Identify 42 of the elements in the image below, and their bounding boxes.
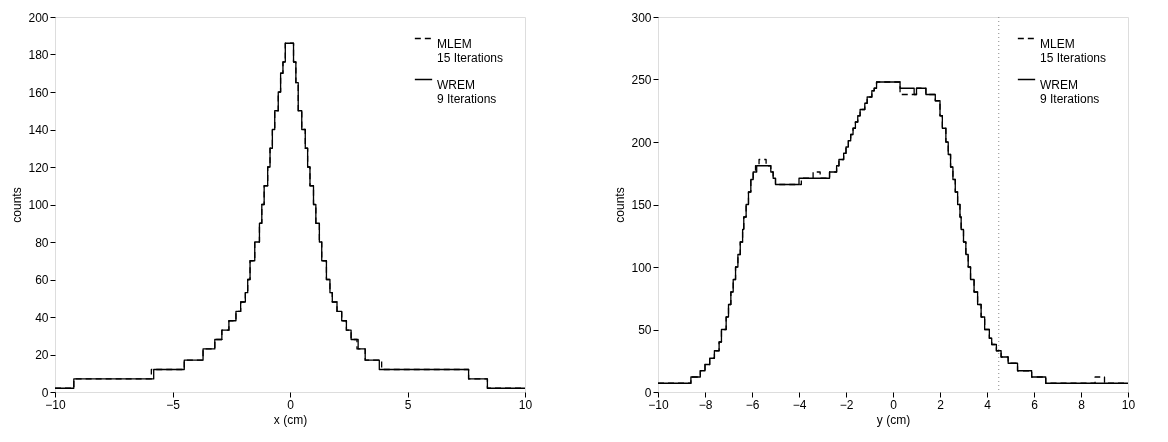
legend-label: MLEM 15 Iterations xyxy=(1040,36,1107,65)
x-tick-label: 10 xyxy=(518,397,533,412)
x-tick-label: −2 xyxy=(839,397,854,412)
x-axis-title: y (cm) xyxy=(876,412,911,427)
x-tick-label: −10 xyxy=(648,397,669,412)
y-tick-label: 50 xyxy=(638,323,652,337)
x-tick-label: 6 xyxy=(1031,397,1039,412)
y-tick-label: 0 xyxy=(41,385,49,400)
y-tick-label: 80 xyxy=(35,235,49,250)
y-tick-label: 120 xyxy=(28,160,49,175)
y-axis-title: counts xyxy=(613,187,628,223)
x-tick-label: 8 xyxy=(1078,397,1086,412)
y-tick-label: 150 xyxy=(631,198,652,212)
x-tick-label: 2 xyxy=(937,397,945,412)
y-tick-label: 60 xyxy=(35,273,49,287)
x-tick-label: 0 xyxy=(287,397,295,412)
y-tick-label: 160 xyxy=(28,85,49,100)
x-axis-title: x (cm) xyxy=(273,412,308,427)
x-tick-label: −10 xyxy=(45,397,66,412)
x-tick-label: 5 xyxy=(404,397,412,412)
legend-label: WREM 9 Iterations xyxy=(437,77,497,106)
x-tick-label: −4 xyxy=(792,397,807,412)
y-tick-label: 40 xyxy=(35,310,49,325)
legend-label: MLEM 15 Iterations xyxy=(437,36,504,65)
y-tick-label: 20 xyxy=(35,348,49,362)
y-tick-label: 200 xyxy=(28,10,49,25)
y-tick-label: 250 xyxy=(631,73,652,87)
x-tick-label: 4 xyxy=(984,397,992,412)
x-tick-label: 0 xyxy=(890,397,898,412)
y-tick-label: 140 xyxy=(28,123,49,137)
x-tick-label: −5 xyxy=(166,397,181,412)
x-tick-label: 10 xyxy=(1121,397,1136,412)
y-tick-label: 100 xyxy=(631,260,652,275)
y-tick-label: 300 xyxy=(631,10,652,25)
x-tick-label: −8 xyxy=(698,397,713,412)
y-tick-label: 180 xyxy=(28,48,49,62)
x-tick-label: −6 xyxy=(745,397,760,412)
y-axis-title: counts xyxy=(10,187,25,223)
y-tick-label: 200 xyxy=(631,135,652,150)
y-tick-label: 100 xyxy=(28,198,49,212)
y-tick-label: 0 xyxy=(644,385,652,400)
legend-label: WREM 9 Iterations xyxy=(1040,77,1100,106)
